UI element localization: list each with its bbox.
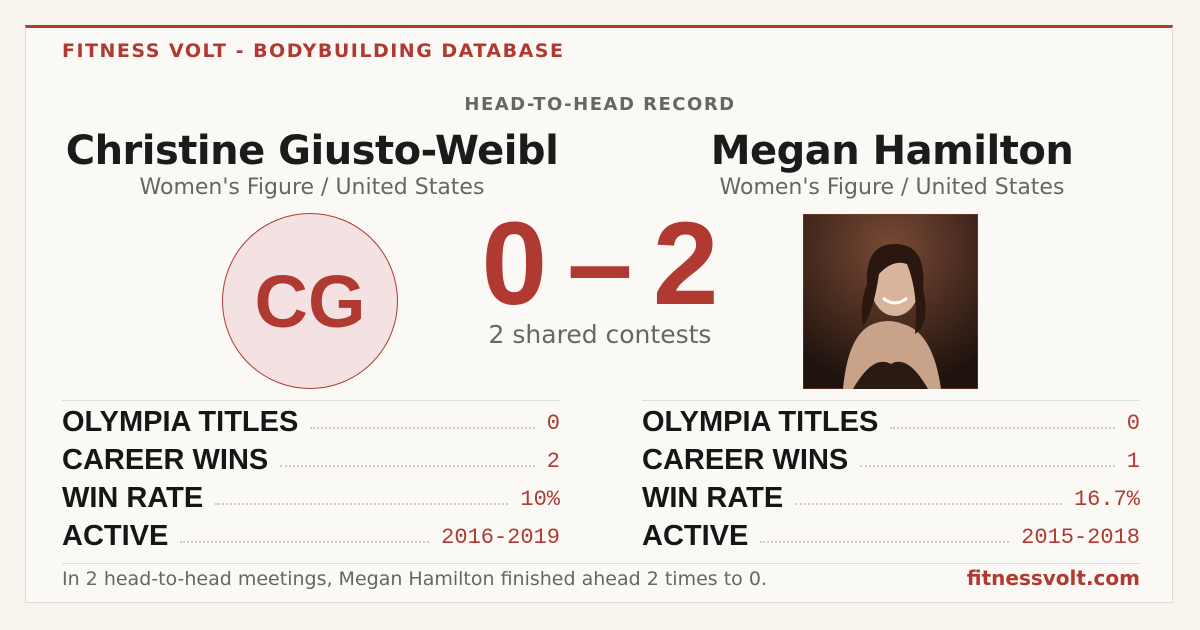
stat-label: OLYMPIA TITLES: [62, 406, 299, 438]
stat-label: OLYMPIA TITLES: [642, 406, 879, 438]
stat-row: ACTIVE 2015-2018: [642, 515, 1140, 553]
score-left: 0: [481, 198, 548, 330]
stat-value: 2015-2018: [1021, 525, 1140, 550]
stat-label: WIN RATE: [642, 482, 784, 514]
score: 0–2: [400, 196, 800, 332]
stat-label: WIN RATE: [62, 482, 204, 514]
athlete-division: Women's Figure / United States: [719, 175, 1065, 200]
stat-label: ACTIVE: [62, 520, 169, 552]
stat-value: 2016-2019: [441, 525, 560, 550]
stats: OLYMPIA TITLES 0 CAREER WINS 2 WIN RATE 10%…: [62, 400, 560, 553]
leader: [180, 541, 430, 543]
leader: [890, 427, 1115, 429]
athlete-photo: [803, 214, 978, 389]
stat-row: CAREER WINS 1: [642, 439, 1140, 477]
stat-row: CAREER WINS 2: [62, 439, 560, 477]
stat-row: OLYMPIA TITLES 0: [642, 401, 1140, 439]
athlete-name: Megan Hamilton: [710, 128, 1074, 174]
footer-rule: [62, 563, 1140, 564]
score-right: 2: [652, 198, 719, 330]
stat-value: 2: [546, 449, 560, 474]
leader: [860, 465, 1115, 467]
stat-row: ACTIVE 2016-2019: [62, 515, 560, 553]
stats: OLYMPIA TITLES 0 CAREER WINS 1 WIN RATE 16.…: [642, 400, 1140, 553]
score-caption: 2 shared contests: [488, 320, 712, 349]
stat-value: 1: [1126, 449, 1140, 474]
leader: [310, 427, 535, 429]
initials: CG: [254, 259, 366, 343]
stat-row: WIN RATE 10%: [62, 477, 560, 515]
stat-value: 16.7%: [1073, 487, 1140, 512]
stat-row: WIN RATE 16.7%: [642, 477, 1140, 515]
stat-value: 0: [1126, 411, 1140, 436]
brand: FITNESS VOLT - BODYBUILDING DATABASE: [62, 40, 565, 62]
section-title: HEAD-TO-HEAD RECORD: [464, 94, 736, 115]
footer-summary: In 2 head-to-head meetings, Megan Hamilt…: [62, 568, 767, 590]
stat-label: CAREER WINS: [642, 444, 849, 476]
stat-label: ACTIVE: [642, 520, 749, 552]
stat-label: CAREER WINS: [62, 444, 269, 476]
stat-value: 0: [546, 411, 560, 436]
avatar: CG: [222, 213, 398, 389]
athlete-name: Christine Giusto-Weibl: [65, 128, 559, 174]
leader: [215, 503, 509, 505]
card: [25, 25, 1173, 603]
stat-value: 10%: [520, 487, 560, 512]
stat-row: OLYMPIA TITLES 0: [62, 401, 560, 439]
athlete-division: Women's Figure / United States: [139, 175, 485, 200]
footer-site: fitnessvolt.com: [966, 566, 1140, 590]
leader: [760, 541, 1010, 543]
leader: [795, 503, 1062, 505]
score-separator: –: [567, 198, 633, 330]
leader: [280, 465, 535, 467]
